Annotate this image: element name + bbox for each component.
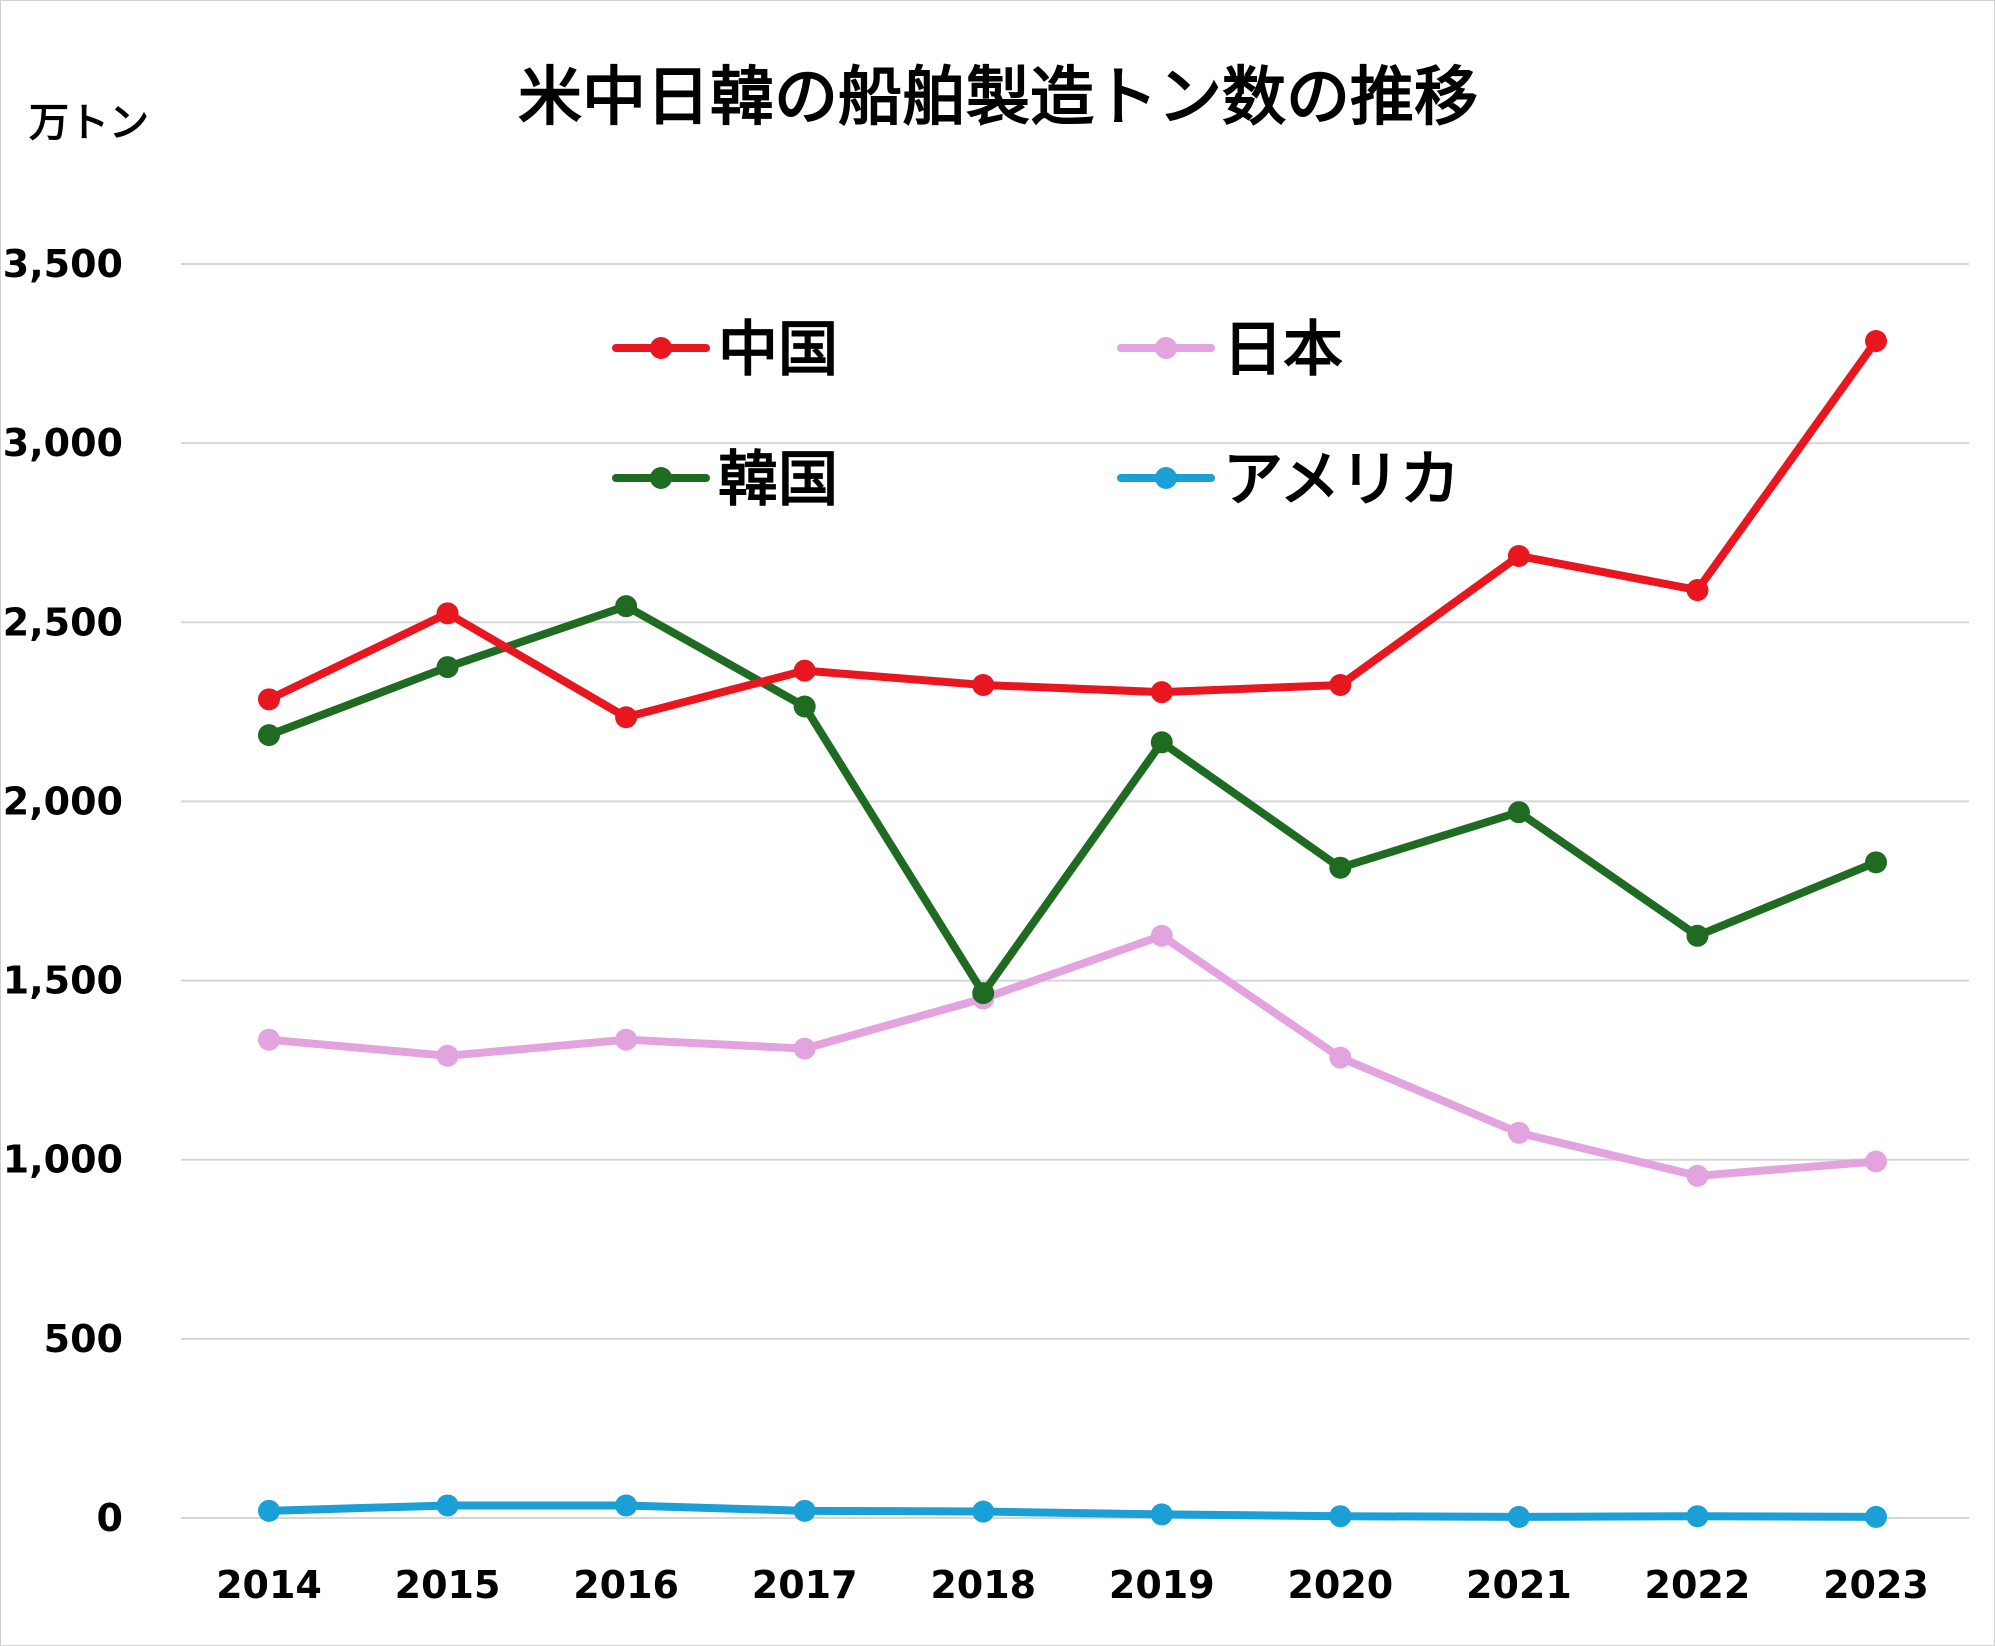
data-point (972, 673, 995, 696)
data-point (1329, 856, 1352, 879)
data-point (1329, 1046, 1352, 1069)
legend-swatch-marker (1155, 337, 1177, 359)
data-point (1507, 801, 1530, 824)
data-point (615, 1494, 638, 1517)
x-tick-label: 2022 (1645, 1563, 1751, 1607)
data-point (1686, 579, 1709, 602)
data-point (793, 1037, 816, 1060)
data-point (436, 1044, 459, 1067)
series-line (265, 337, 1880, 722)
data-point (1865, 851, 1887, 874)
data-point (1150, 1503, 1173, 1526)
data-point (258, 1499, 280, 1522)
y-tick-label: 0 (97, 1496, 123, 1540)
y-tick-label: 2,000 (3, 779, 123, 823)
legend-item: 中国 (612, 315, 838, 385)
legend-item: 韓国 (612, 445, 838, 515)
x-tick-label: 2019 (1109, 1563, 1215, 1607)
data-point (1507, 1505, 1530, 1528)
data-point (1686, 924, 1709, 947)
y-tick-label: 1,000 (3, 1138, 123, 1182)
data-point (615, 1028, 638, 1051)
series-line-group (258, 1494, 1887, 1528)
data-point (1150, 731, 1173, 754)
y-axis-unit-label: 万トン (29, 100, 149, 146)
data-point (793, 659, 816, 682)
y-tick-label: 2,500 (3, 600, 123, 644)
x-tick-label: 2016 (573, 1563, 679, 1607)
data-point (1329, 673, 1352, 696)
data-point (1865, 1505, 1887, 1528)
data-point (1865, 1150, 1887, 1173)
legend-swatch-marker (1155, 467, 1177, 489)
data-point (972, 1500, 995, 1523)
x-tick-label: 2014 (216, 1563, 322, 1607)
x-tick-label: 2021 (1466, 1563, 1572, 1607)
x-tick-label: 2020 (1287, 1563, 1393, 1607)
data-point (793, 695, 816, 718)
gridlines (181, 263, 1969, 1519)
data-point (793, 1499, 816, 1522)
y-axis-tick-labels: 0 500 1,000 1,500 2,000 2,500 3,000 3,500 (3, 242, 123, 1540)
y-tick-label: 500 (44, 1317, 123, 1361)
legend-swatch-marker (650, 337, 672, 359)
data-series (258, 330, 1887, 1528)
y-tick-label: 1,500 (3, 959, 123, 1003)
data-point (258, 688, 280, 711)
x-tick-label: 2018 (930, 1563, 1036, 1607)
data-point (1865, 330, 1887, 353)
legend-item: アメリカ (1117, 445, 1460, 515)
data-point (1686, 1505, 1709, 1528)
legend-item: 日本 (1117, 315, 1343, 385)
y-tick-label: 3,000 (3, 421, 123, 465)
data-point (436, 1494, 459, 1517)
legend-label: 中国 (718, 315, 838, 385)
data-point (258, 1028, 280, 1051)
series-line-group (258, 330, 1887, 729)
data-point (1686, 1164, 1709, 1187)
data-point (436, 602, 459, 625)
legend-label: 韓国 (718, 445, 838, 515)
data-point (615, 706, 638, 729)
series-line-group (258, 924, 1887, 1187)
series-line (265, 931, 1880, 1180)
data-point (1329, 1505, 1352, 1528)
data-point (1150, 924, 1173, 947)
legend-label: 日本 (1223, 315, 1343, 385)
data-point (972, 982, 995, 1005)
series-line (265, 602, 1880, 998)
data-point (1507, 545, 1530, 568)
data-point (258, 724, 280, 747)
x-tick-label: 2023 (1823, 1563, 1929, 1607)
legend-label: アメリカ (1223, 445, 1460, 515)
series-line-group (258, 595, 1887, 1005)
data-point (1507, 1121, 1530, 1144)
data-point (436, 656, 459, 679)
data-point (1150, 681, 1173, 704)
x-axis-tick-labels: 2014 2015 2016 2017 2018 2019 2020 2021 2022 2023 (216, 1563, 1929, 1607)
chart-title: 米中日韓の船舶製造トン数の推移 (518, 61, 1478, 135)
y-tick-label: 3,500 (3, 242, 123, 286)
legend-swatch-marker (650, 467, 672, 489)
x-tick-label: 2015 (395, 1563, 501, 1607)
data-point (615, 595, 638, 618)
x-tick-label: 2017 (752, 1563, 858, 1607)
series-line (265, 1501, 1880, 1521)
